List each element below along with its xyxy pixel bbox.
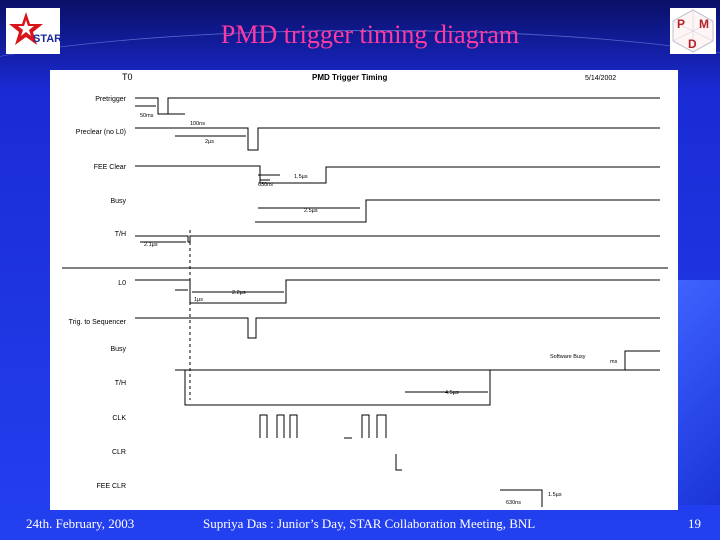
signal-label-busy-1: Busy xyxy=(110,198,126,205)
annotation-630ns: 630ns xyxy=(258,182,273,188)
pmd-logo-letter-p: P xyxy=(677,17,685,31)
trace-preclear xyxy=(135,127,660,151)
diagram-header-date: 5/14/2002 xyxy=(585,75,616,82)
trace-busy-2 xyxy=(175,350,660,371)
signal-label-preclear: Preclear (no L0) xyxy=(76,129,126,136)
annotation-100ns: 100ns xyxy=(190,121,205,127)
trace-fee-clear xyxy=(135,165,660,184)
annotation-4-5us: 4.5µs xyxy=(445,390,459,396)
trace-th-2 xyxy=(175,369,660,406)
page-number: 19 xyxy=(688,516,701,531)
footer-center-text: Supriya Das : Junior’s Day, STAR Collabo… xyxy=(203,516,536,531)
timing-diagram-panel: T0 PMD Trigger Timing 5/14/2002 Pretrigg… xyxy=(50,70,678,510)
signal-label-fee-clr: FEE CLR xyxy=(96,483,126,490)
slide-title: PMD trigger timing diagram xyxy=(220,20,520,49)
annotation-2-1us: 2.1µs xyxy=(144,242,158,248)
decorative-arc xyxy=(0,30,720,151)
signal-label-pretrigger: Pretrigger xyxy=(95,96,126,103)
signal-label-th-2: T/H xyxy=(115,380,126,387)
pmd-logo: P M D xyxy=(670,8,716,54)
annotation-software-busy: Software Busy xyxy=(550,354,586,360)
pmd-logo-letter-d: D xyxy=(688,37,697,51)
annotation-2-2us: 2.2µs xyxy=(232,290,246,296)
signal-label-fee-clear: FEE Clear xyxy=(94,164,127,171)
diagram-header-t0: T0 xyxy=(122,72,133,82)
diagram-header-title: PMD Trigger Timing xyxy=(312,73,388,82)
annotation-50ms: 50ms xyxy=(140,113,154,119)
annotation-1-5us-b: 1.5µs xyxy=(548,492,562,498)
signal-label-trig-sequencer: Trig. to Sequencer xyxy=(69,319,127,326)
decorative-blue-bar xyxy=(678,280,720,505)
trace-clr xyxy=(395,454,402,471)
trace-pretrigger xyxy=(135,97,660,115)
timing-diagram: T0 PMD Trigger Timing 5/14/2002 Pretrigg… xyxy=(62,72,668,507)
trace-clk xyxy=(259,414,387,439)
annotation-2us: 2µs xyxy=(205,139,214,145)
star-logo: STAR xyxy=(6,8,62,54)
signal-label-clr: CLR xyxy=(112,449,126,456)
annotation-ms: ms xyxy=(610,359,618,365)
footer-date: 24th. February, 2003 xyxy=(26,516,135,531)
trace-busy-1 xyxy=(255,199,660,223)
pmd-logo-letter-m: M xyxy=(699,17,709,31)
annotation-630ns-b: 630ns xyxy=(506,500,521,506)
annotation-2-5us: 2.5µs xyxy=(304,208,318,214)
annotation-1us: 1µs xyxy=(194,297,203,303)
signal-label-clk: CLK xyxy=(112,415,126,422)
trace-trig-sequencer xyxy=(135,317,660,339)
signal-label-l0: L0 xyxy=(118,280,126,287)
signal-label-th-1: T/H xyxy=(115,231,126,238)
trace-l0 xyxy=(135,279,660,304)
star-logo-text: STAR xyxy=(33,33,60,45)
signal-label-busy-2: Busy xyxy=(110,346,126,353)
trace-th-1 xyxy=(135,235,660,243)
annotation-1-5us: 1.5µs xyxy=(294,174,308,180)
